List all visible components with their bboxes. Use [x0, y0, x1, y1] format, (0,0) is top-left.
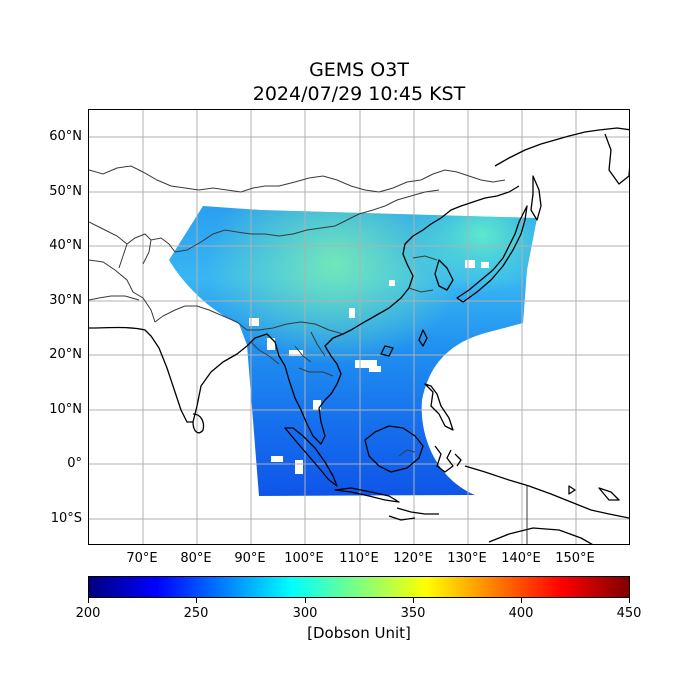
- lon-tick-label: 100°E: [284, 551, 324, 566]
- map-gridlines: [89, 110, 629, 544]
- lat-tick-label: 20°N: [49, 347, 82, 362]
- lon-tick-label: 110°E: [339, 551, 379, 566]
- map-subtitle: 2024/07/29 10:45 KST: [252, 83, 466, 105]
- colorbar-tick: [88, 598, 89, 603]
- lat-tick-label: 50°N: [49, 184, 82, 199]
- lon-tick-label: 120°E: [393, 551, 433, 566]
- lat-tick-label: 40°N: [49, 238, 82, 253]
- colorbar: [88, 576, 630, 598]
- colorbar-tick-label: 300: [292, 606, 318, 621]
- colorbar-tick-label: 250: [183, 606, 209, 621]
- lon-tick-label: 90°E: [234, 551, 266, 566]
- lon-tick-label: 70°E: [126, 551, 158, 566]
- lat-tick-label: 60°N: [49, 129, 82, 144]
- lon-tick-label: 80°E: [180, 551, 212, 566]
- colorbar-tick-label: 400: [508, 606, 534, 621]
- colorbar-tick-label: 450: [616, 606, 642, 621]
- missing-data-patches: [249, 260, 489, 474]
- lat-tick-label: 30°N: [49, 293, 82, 308]
- lon-tick-label: 150°E: [555, 551, 595, 566]
- colorbar-tick: [413, 598, 414, 603]
- map-title: GEMS O3T: [309, 59, 409, 81]
- colorbar-tick: [521, 598, 522, 603]
- colorbar-tick: [629, 598, 630, 603]
- coastlines: [89, 127, 629, 544]
- colorbar-tick: [305, 598, 306, 603]
- colorbar-tick-label: 200: [75, 606, 101, 621]
- colorbar-tick: [196, 598, 197, 603]
- lat-tick-label: 10°S: [50, 511, 82, 526]
- lon-tick-label: 140°E: [501, 551, 541, 566]
- colorbar-label: [Dobson Unit]: [307, 624, 411, 642]
- colorbar-tick-label: 350: [400, 606, 426, 621]
- country-borders: [89, 165, 528, 544]
- lon-tick-label: 130°E: [447, 551, 487, 566]
- lat-tick-label: 10°N: [49, 402, 82, 417]
- ozone-high-region-northeast: [169, 206, 537, 496]
- map-svg: [89, 110, 629, 544]
- map-panel: [88, 109, 630, 545]
- lat-tick-label: 0°: [67, 456, 82, 471]
